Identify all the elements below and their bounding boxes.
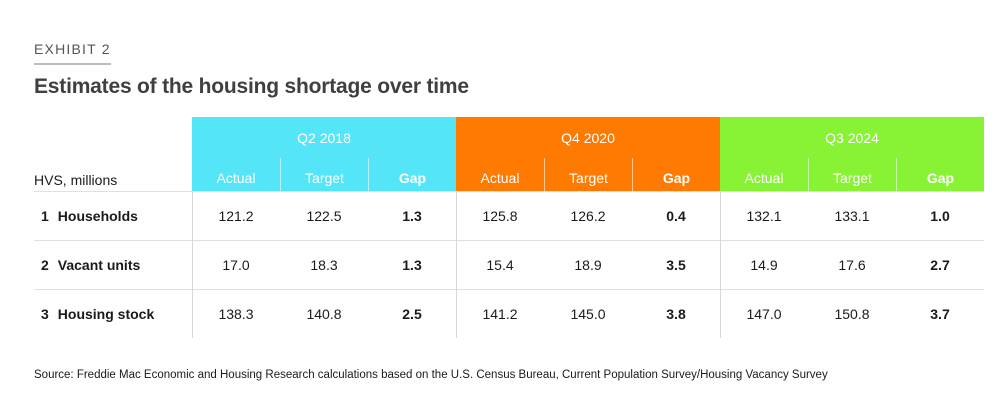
row-number: 2 [41,257,49,273]
row-label-text: Households [57,208,138,224]
table-cell: 3.8 [666,306,686,322]
table-cell: 147.0 [746,306,782,322]
chart-title: Estimates of the housing shortage over t… [34,75,469,98]
column-header-actual: Actual [216,170,256,186]
table-cell: 3.5 [666,257,686,273]
source-note: Source: Freddie Mac Economic and Housing… [34,369,828,381]
group-separator-line [192,191,193,338]
group-separator-line [720,191,721,338]
table-cell: 141.2 [482,306,518,322]
column-group-q2-2018: Q2 2018 Actual Target Gap [192,117,456,191]
table-cell: 122.5 [306,208,342,224]
table-cell: 1.0 [930,208,950,224]
table-cell: 18.9 [574,257,602,273]
table-cell: 15.4 [486,257,514,273]
table-cell: 14.9 [750,257,778,273]
column-header-gap: Gap [368,158,456,191]
row-divider [34,191,984,192]
column-header-gap: Gap [896,158,984,191]
row-divider [34,240,984,241]
row-label: 1 Households [41,208,138,224]
column-header-actual: Actual [744,170,784,186]
table-cell: 145.0 [570,306,606,322]
column-header-target: Target [808,158,896,191]
row-label: 3 Housing stock [41,306,154,322]
column-header-target: Target [544,158,632,191]
table-cell: 18.3 [310,257,338,273]
stub-header: HVS, millions [34,172,118,188]
table-cell: 132.1 [746,208,782,224]
row-divider [34,289,984,290]
column-header-gap: Gap [632,158,720,191]
table-cell: 1.3 [402,208,422,224]
table-cell: 2.5 [402,306,422,322]
column-header-target: Target [280,158,368,191]
table-cell: 17.6 [838,257,866,273]
column-header-actual: Actual [480,170,520,186]
row-label: 2 Vacant units [41,257,140,273]
group-separator-line [456,191,457,338]
table-cell: 1.3 [402,257,422,273]
table-row: 3 Housing stock 138.3 140.8 2.5 141.2 145.0 3.8… [34,289,984,338]
column-group-label: Q4 2020 [561,130,615,146]
table-cell: 3.7 [930,306,950,322]
table-cell: 140.8 [306,306,342,322]
column-group-label: Q2 2018 [297,130,351,146]
row-number: 3 [41,306,49,322]
table-cell: 126.2 [570,208,606,224]
table-row: 1 Households 121.2 122.5 1.3 125.8 126.2 0.4 132… [34,191,984,240]
exhibit-label: EXHIBIT 2 [34,41,111,65]
table-cell: 133.1 [834,208,870,224]
column-group-q4-2020: Q4 2020 Actual Target Gap [456,117,720,191]
table-cell: 2.7 [930,257,950,273]
row-number: 1 [41,208,49,224]
table-row: 2 Vacant units 17.0 18.3 1.3 15.4 18.9 3.5 14.9 1… [34,240,984,289]
table-cell: 150.8 [834,306,870,322]
column-group-label: Q3 2024 [825,130,879,146]
table-cell: 121.2 [218,208,254,224]
table-cell: 0.4 [666,208,686,224]
table-cell: 138.3 [218,306,254,322]
column-group-q3-2024: Q3 2024 Actual Target Gap [720,117,984,191]
table-cell: 125.8 [482,208,518,224]
row-label-text: Vacant units [57,257,141,273]
row-label-text: Housing stock [57,306,155,322]
table-cell: 17.0 [222,257,250,273]
